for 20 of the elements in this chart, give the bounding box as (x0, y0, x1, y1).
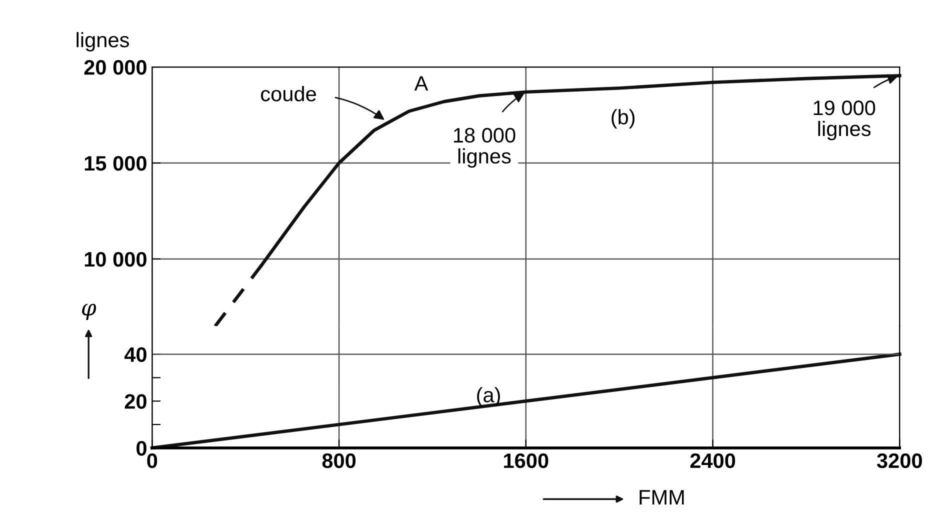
y-axis-title: lignes (76, 32, 129, 52)
annotation: (b) (612, 109, 635, 129)
x-axis-title: FMM (640, 490, 684, 504)
annotation: 19 000 lignes (814, 100, 876, 140)
x-tick-label: 1600 (504, 453, 548, 468)
x-tick-label: 0 (147, 453, 158, 468)
y-tick-label: 20 000 (84, 60, 146, 75)
y-tick-label: 40 (124, 347, 146, 362)
x-tick-label: 3200 (876, 453, 922, 468)
y-axis-title: φ (82, 304, 96, 320)
x-tick-label: 2400 (690, 453, 736, 468)
annotation: 18 000 lignes (454, 128, 516, 168)
y-tick-label: 20 (124, 394, 146, 409)
annotation: (a) (477, 387, 500, 406)
x-tick-label: 800 (322, 453, 356, 468)
annotation: coude (261, 86, 316, 102)
y-tick-label: 15 000 (84, 156, 146, 171)
annotation: A (414, 76, 428, 91)
y-tick-label: 0 (136, 440, 146, 456)
y-tick-label: 10 000 (84, 252, 146, 267)
